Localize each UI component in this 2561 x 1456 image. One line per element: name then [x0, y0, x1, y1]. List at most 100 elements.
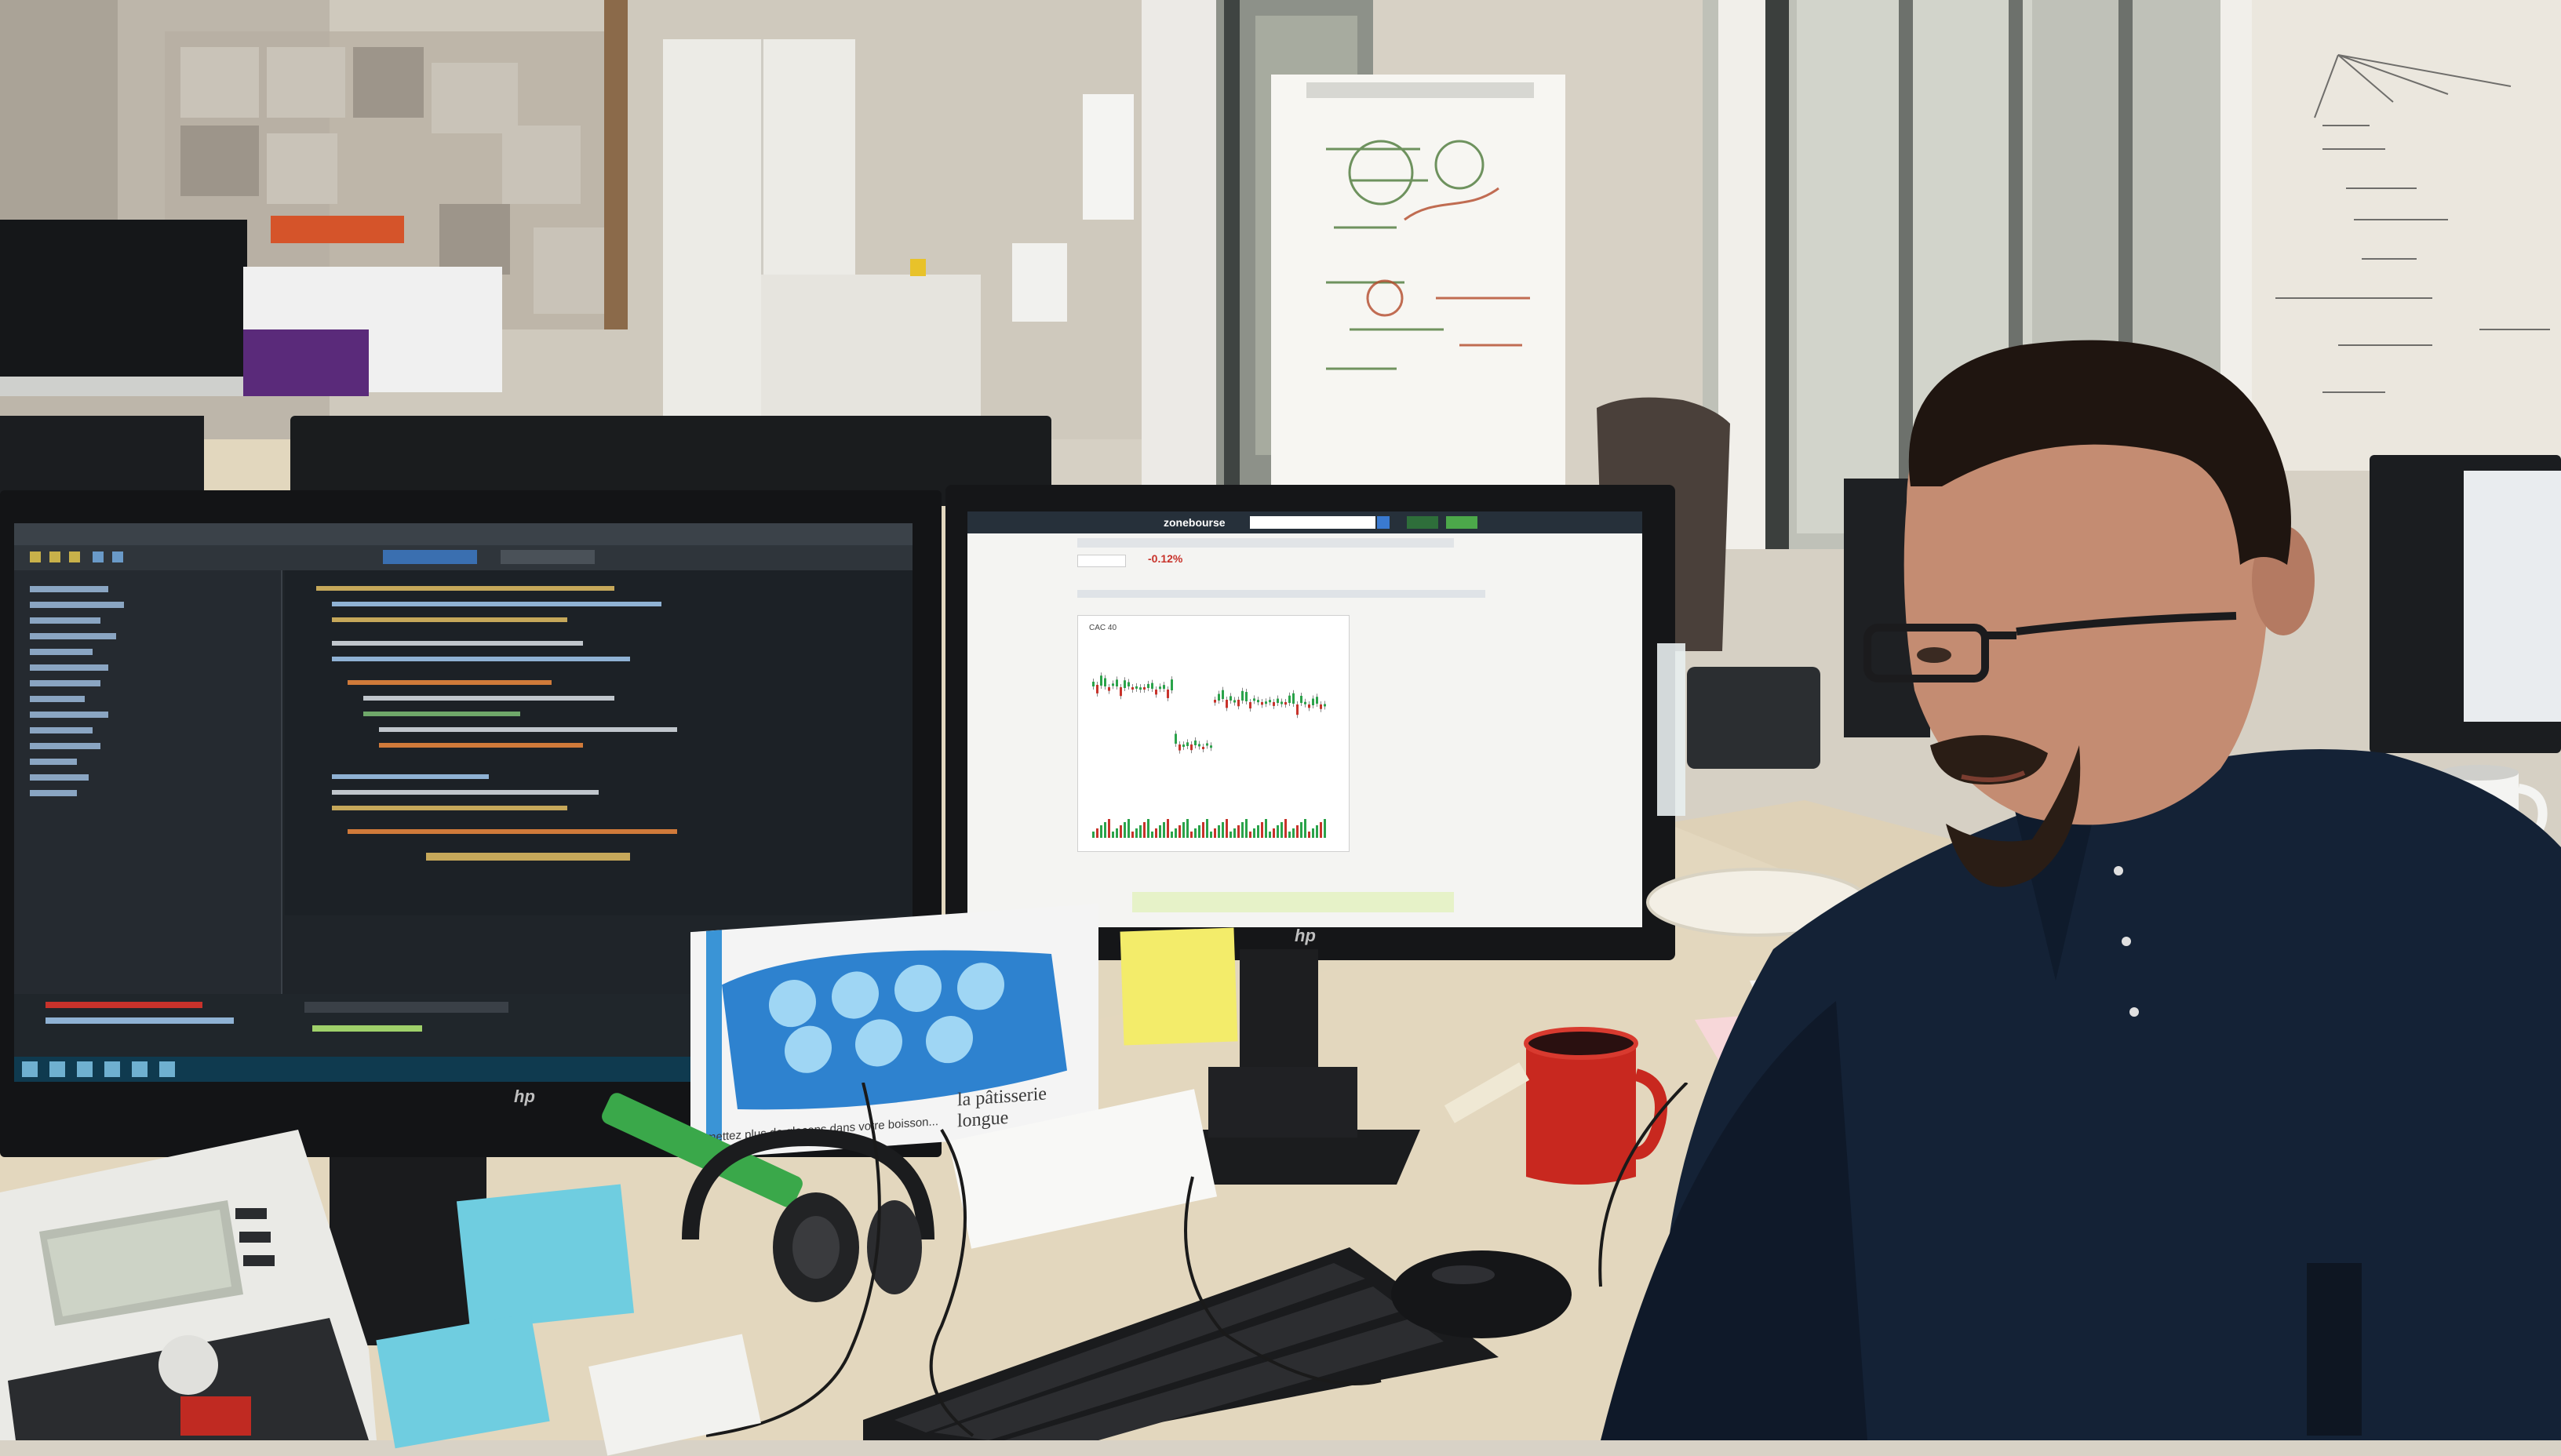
volume-bar	[1292, 828, 1295, 838]
candle	[1233, 700, 1236, 703]
candle	[1163, 685, 1165, 689]
volume-bar	[1257, 825, 1259, 838]
candle	[1108, 687, 1110, 691]
site-nav[interactable]	[1077, 538, 1454, 548]
candle	[1269, 700, 1271, 703]
project-explorer[interactable]	[14, 570, 282, 994]
volume-bar	[1171, 832, 1173, 838]
volume-bar	[1112, 832, 1114, 838]
volume-bar	[1202, 822, 1204, 838]
person	[1601, 340, 2561, 1440]
whiteboard-wall	[2252, 0, 2561, 471]
volume-bar	[1249, 832, 1251, 838]
volume-bar	[1308, 832, 1310, 838]
far-right-monitor	[2370, 455, 2561, 753]
volume-bar	[1120, 825, 1122, 838]
volume-bar	[1300, 822, 1302, 838]
candle	[1308, 704, 1310, 708]
volume-bar	[1241, 822, 1244, 838]
volume-bar	[1284, 819, 1287, 838]
candle	[1100, 675, 1102, 686]
candle	[1257, 700, 1259, 703]
candle	[1265, 701, 1267, 704]
volume-bar	[1131, 832, 1134, 838]
candle	[1324, 704, 1326, 707]
stock-chart[interactable]: CAC 40	[1077, 615, 1350, 852]
volume-bar	[1100, 825, 1102, 838]
candle	[1127, 682, 1130, 686]
search-input[interactable]	[1250, 516, 1375, 529]
candle	[1116, 679, 1118, 686]
index-change: -0.12%	[1148, 552, 1183, 565]
volume-bar	[1147, 819, 1149, 838]
right-monitor-stand	[1146, 949, 1420, 1185]
volume-bar	[1151, 832, 1153, 838]
candle	[1312, 698, 1314, 705]
volume-bar	[1288, 832, 1291, 838]
volume-bar	[1265, 819, 1267, 838]
index-value-box	[1077, 555, 1126, 567]
candle	[1280, 701, 1283, 704]
candle	[1155, 690, 1157, 695]
candle	[1131, 687, 1134, 690]
volume-bar	[1237, 825, 1240, 838]
volume-bar	[1163, 822, 1165, 838]
candle	[1159, 686, 1161, 690]
candle	[1237, 700, 1240, 707]
candle	[1104, 678, 1106, 686]
right-monitor: zonebourse -0.12% CAC 40 hp	[945, 485, 1675, 960]
volume-bar	[1269, 832, 1271, 838]
candle	[1175, 733, 1177, 744]
volume-bar	[1226, 819, 1228, 838]
volume-bar	[1167, 819, 1169, 838]
volume-bar	[1277, 825, 1279, 838]
candle	[1124, 680, 1126, 688]
candle	[1194, 740, 1197, 745]
volume-bar	[1155, 828, 1157, 838]
candle	[1092, 682, 1095, 686]
volume-bar	[1324, 819, 1326, 838]
volume-bar	[1190, 832, 1193, 838]
volume-bar	[1261, 822, 1263, 838]
candle	[1147, 683, 1149, 688]
volume-bar	[1229, 832, 1232, 838]
search-icon[interactable]	[1377, 516, 1390, 529]
candle	[1284, 702, 1287, 705]
volume-bar	[1127, 819, 1130, 838]
site-header[interactable]: zonebourse	[967, 511, 1642, 533]
volume-bar	[1135, 828, 1138, 838]
mouse-icon[interactable]	[1389, 1243, 1577, 1353]
desk-phone-icon	[1687, 667, 1820, 769]
candle	[1300, 695, 1302, 703]
candle	[1143, 687, 1146, 690]
cookie-banner[interactable]	[1132, 892, 1454, 912]
candle	[1273, 702, 1275, 706]
code-editor[interactable]	[285, 570, 913, 915]
volume-bar	[1175, 828, 1177, 838]
whiteboard-icon	[1271, 75, 1565, 490]
volume-bar	[1253, 828, 1255, 838]
candle	[1190, 744, 1193, 751]
volume-bar	[1280, 822, 1283, 838]
signup-button[interactable]	[1446, 516, 1477, 529]
ide-menu-bar[interactable]	[14, 523, 913, 545]
candle	[1186, 742, 1189, 746]
candle	[1206, 743, 1208, 746]
candle	[1135, 686, 1138, 689]
volume-bar	[1092, 832, 1095, 838]
site-logo[interactable]: zonebourse	[1164, 516, 1226, 529]
volume-bar	[1312, 828, 1314, 838]
browser-window[interactable]: zonebourse -0.12% CAC 40	[967, 511, 1642, 927]
candle	[1096, 685, 1098, 693]
login-button[interactable]	[1407, 516, 1438, 529]
tab-strip[interactable]	[1077, 590, 1485, 598]
volume-bar	[1096, 828, 1098, 838]
candle	[1241, 690, 1244, 701]
keyboard-icon[interactable]	[863, 1247, 1506, 1440]
candle	[1182, 744, 1185, 748]
volume-bar	[1210, 832, 1212, 838]
product-box: la pâtisserie longue mettez plus de glaç…	[690, 903, 1098, 1160]
ide-toolbar[interactable]	[14, 545, 913, 570]
headphones-icon	[682, 1128, 934, 1302]
candle	[1178, 744, 1181, 751]
